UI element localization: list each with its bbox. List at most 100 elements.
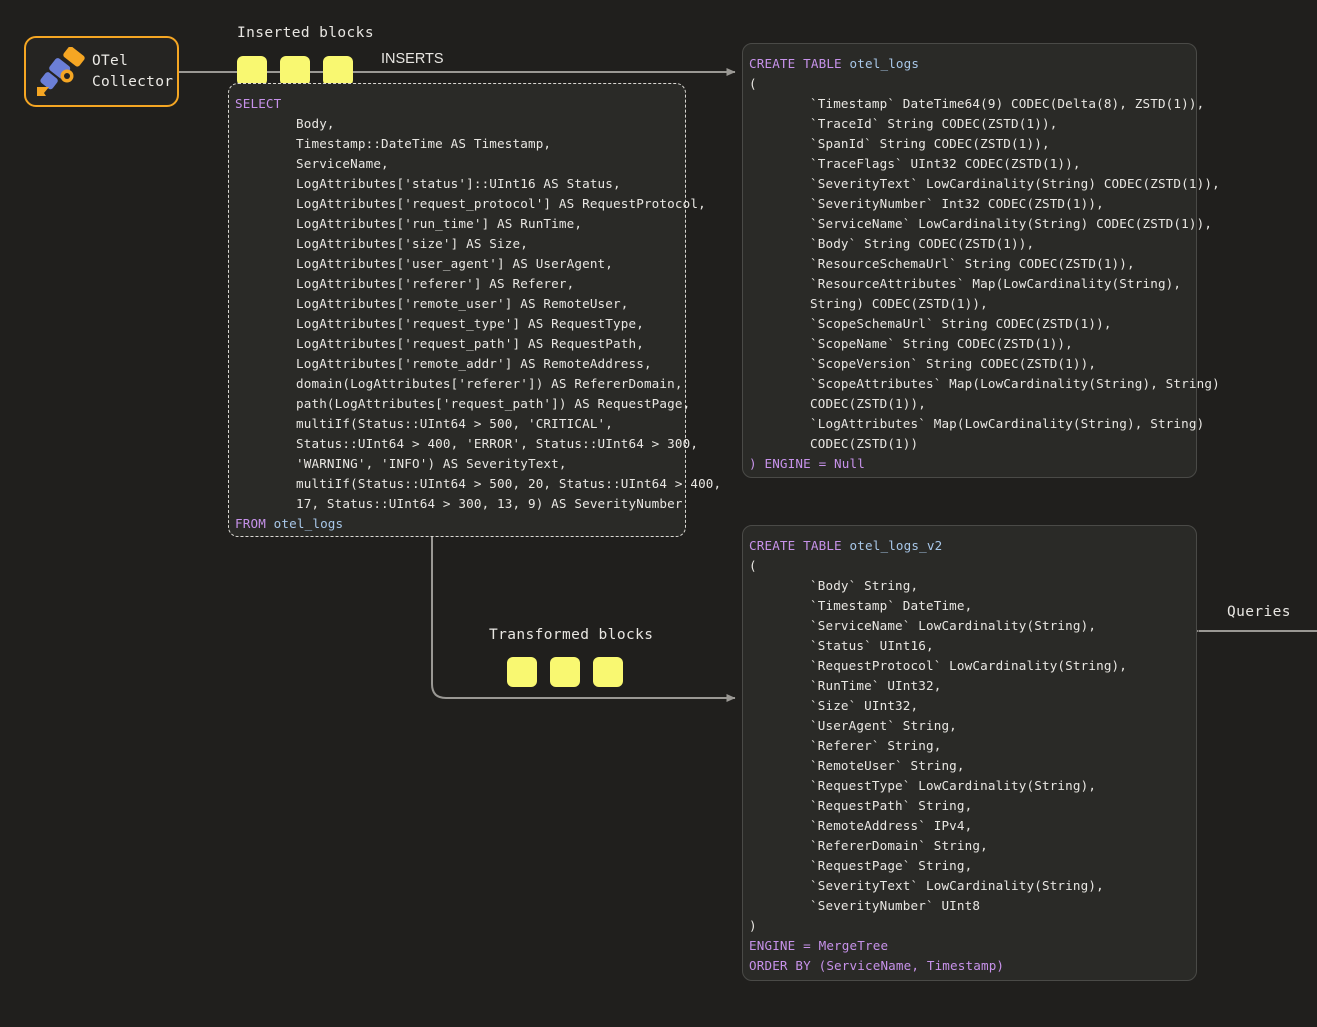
sql-line: `RequestPath` String, [749,796,1182,816]
sql-text: `Timestamp` DateTime, [810,598,973,613]
sql-line: `RemoteUser` String, [749,756,1182,776]
sql-line: `SpanId` String CODEC(ZSTD(1)), [749,134,1182,154]
sql-text: LogAttributes['remote_addr'] AS RemoteAd… [296,356,652,371]
sql-text: `ServiceName` LowCardinality(String), [810,618,1097,633]
sql-line: `RequestPage` String, [749,856,1182,876]
sql-line: multiIf(Status::UInt64 > 500, 'CRITICAL'… [235,414,671,434]
sql-line: 17, Status::UInt64 > 300, 13, 9) AS Seve… [235,494,682,514]
data-block [593,657,623,687]
sql-line: path(LogAttributes['request_path']) AS R… [235,394,690,414]
sql-text: `ResourceAttributes` Map(LowCardinality(… [810,276,1182,291]
sql-line: Status::UInt64 > 400, 'ERROR', Status::U… [235,434,698,454]
data-block [280,56,310,86]
sql-line: LogAttributes['remote_addr'] AS RemoteAd… [235,354,671,374]
sql-text: `RemoteAddress` IPv4, [810,818,973,833]
create-table-otel-logs-v2-panel[interactable]: CREATE TABLE otel_logs_v2 (`Body` String,… [742,525,1197,981]
sql-text: LogAttributes['status']::UInt16 AS Statu… [296,176,621,191]
sql-text: ServiceName, [296,156,389,171]
sql-text: `RemoteUser` String, [810,758,965,773]
sql-text: LogAttributes['size'] AS Size, [296,236,528,251]
sql-line: `LogAttributes` Map(LowCardinality(Strin… [749,414,1204,434]
data-block [323,56,353,86]
sql-line: `SeverityNumber` UInt8 [749,896,1182,916]
sql-line: LogAttributes['remote_user'] AS RemoteUs… [235,294,671,314]
sql-line: CODEC(ZSTD(1)) [749,434,1182,454]
data-block [237,56,267,86]
sql-line: `Timestamp` DateTime, [749,596,1182,616]
sql-text: `Body` String CODEC(ZSTD(1)), [810,236,1035,251]
sql-line: `RequestProtocol` LowCardinality(String)… [749,656,1182,676]
sql-line: String) CODEC(ZSTD(1)), [749,294,1182,314]
sql-line: multiIf(Status::UInt64 > 500, 20, Status… [235,474,721,494]
sql-text: String) CODEC(ZSTD(1)), [810,296,988,311]
sql-identifier: otel_logs_v2 [849,538,943,553]
sql-text: LogAttributes['request_type'] AS Request… [296,316,644,331]
sql-text: `SeverityNumber` UInt8 [810,898,981,913]
sql-text: ) [749,918,757,933]
sql-text: `LogAttributes` Map(LowCardinality(Strin… [810,416,1205,431]
sql-line: `ScopeVersion` String CODEC(ZSTD(1)), [749,354,1182,374]
sql-text: 17, Status::UInt64 > 300, 13, 9) AS Seve… [296,496,683,511]
sql-text: `Size` UInt32, [810,698,919,713]
sql-line: FROM otel_logs [235,514,671,534]
sql-keyword: ) ENGINE = Null [749,456,865,471]
sql-keyword: FROM [235,516,274,531]
data-block [507,657,537,687]
sql-text: `RequestPath` String, [810,798,973,813]
sql-text: `Status` UInt16, [810,638,934,653]
sql-text: LogAttributes['run_time'] AS RunTime, [296,216,583,231]
sql-line: `ResourceAttributes` Map(LowCardinality(… [749,274,1182,294]
sql-text: LogAttributes['request_protocol'] AS Req… [296,196,706,211]
transformed-blocks-label: Transformed blocks [489,627,654,643]
sql-text: path(LogAttributes['request_path']) AS R… [296,396,691,411]
sql-line: `ServiceName` LowCardinality(String) COD… [749,214,1212,234]
sql-line: `Status` UInt16, [749,636,1182,656]
sql-line: `TraceId` String CODEC(ZSTD(1)), [749,114,1182,134]
sql-text: LogAttributes['user_agent'] AS UserAgent… [296,256,614,271]
inserted-blocks-label: Inserted blocks [237,25,374,41]
sql-line: `ScopeSchemaUrl` String CODEC(ZSTD(1)), [749,314,1182,334]
otel-collector-line2: Collector [92,73,174,90]
sql-line: ( [749,556,1182,576]
sql-text: `ServiceName` LowCardinality(String) COD… [810,216,1213,231]
sql-line: LogAttributes['size'] AS Size, [235,234,671,254]
queries-label: Queries [1227,604,1291,620]
sql-line: `RefererDomain` String, [749,836,1182,856]
transformed-blocks-group [507,657,623,687]
sql-text: ( [749,76,757,91]
sql-line: `TraceFlags` UInt32 CODEC(ZSTD(1)), [749,154,1182,174]
sql-text: `ResourceSchemaUrl` String CODEC(ZSTD(1)… [810,256,1135,271]
create-table-otel-logs-panel[interactable]: CREATE TABLE otel_logs (`Timestamp` DateT… [742,43,1220,478]
sql-text: `SeverityText` LowCardinality(String), [810,878,1104,893]
sql-line: LogAttributes['user_agent'] AS UserAgent… [235,254,671,274]
sql-line: `Body` String CODEC(ZSTD(1)), [749,234,1182,254]
sql-text: multiIf(Status::UInt64 > 500, 20, Status… [296,476,722,491]
sql-line: ( [749,74,1182,94]
sql-text: LogAttributes['remote_user'] AS RemoteUs… [296,296,629,311]
sql-line: `SeverityText` LowCardinality(String), [749,876,1182,896]
sql-line: LogAttributes['request_type'] AS Request… [235,314,671,334]
sql-line: CODEC(ZSTD(1)), [749,394,1182,414]
sql-text: `RequestType` LowCardinality(String), [810,778,1097,793]
sql-text: `ScopeAttributes` Map(LowCardinality(Str… [810,376,1220,391]
sql-line: ) ENGINE = Null [749,454,1182,474]
sql-text: `RequestProtocol` LowCardinality(String)… [810,658,1128,673]
sql-keyword: CREATE TABLE [749,56,850,71]
sql-line: `Referer` String, [749,736,1182,756]
sql-text: `ScopeSchemaUrl` String CODEC(ZSTD(1)), [810,316,1112,331]
otel-collector-line1: OTel [92,52,129,69]
sql-line: domain(LogAttributes['referer']) AS Refe… [235,374,682,394]
sql-line: Timestamp::DateTime AS Timestamp, [235,134,671,154]
sql-keyword: ENGINE = MergeTree [749,938,889,953]
sql-keyword: SELECT [235,96,282,111]
sql-line: `ScopeAttributes` Map(LowCardinality(Str… [749,374,1220,394]
sql-line: `UserAgent` String, [749,716,1182,736]
otel-collector-node[interactable]: OTel Collector [24,36,179,107]
sql-line: `RequestType` LowCardinality(String), [749,776,1182,796]
sql-line: Body, [235,114,671,134]
sql-text: Body, [296,116,335,131]
sql-line: `Size` UInt32, [749,696,1182,716]
sql-text: ( [749,558,757,573]
sql-text: `SpanId` String CODEC(ZSTD(1)), [810,136,1050,151]
